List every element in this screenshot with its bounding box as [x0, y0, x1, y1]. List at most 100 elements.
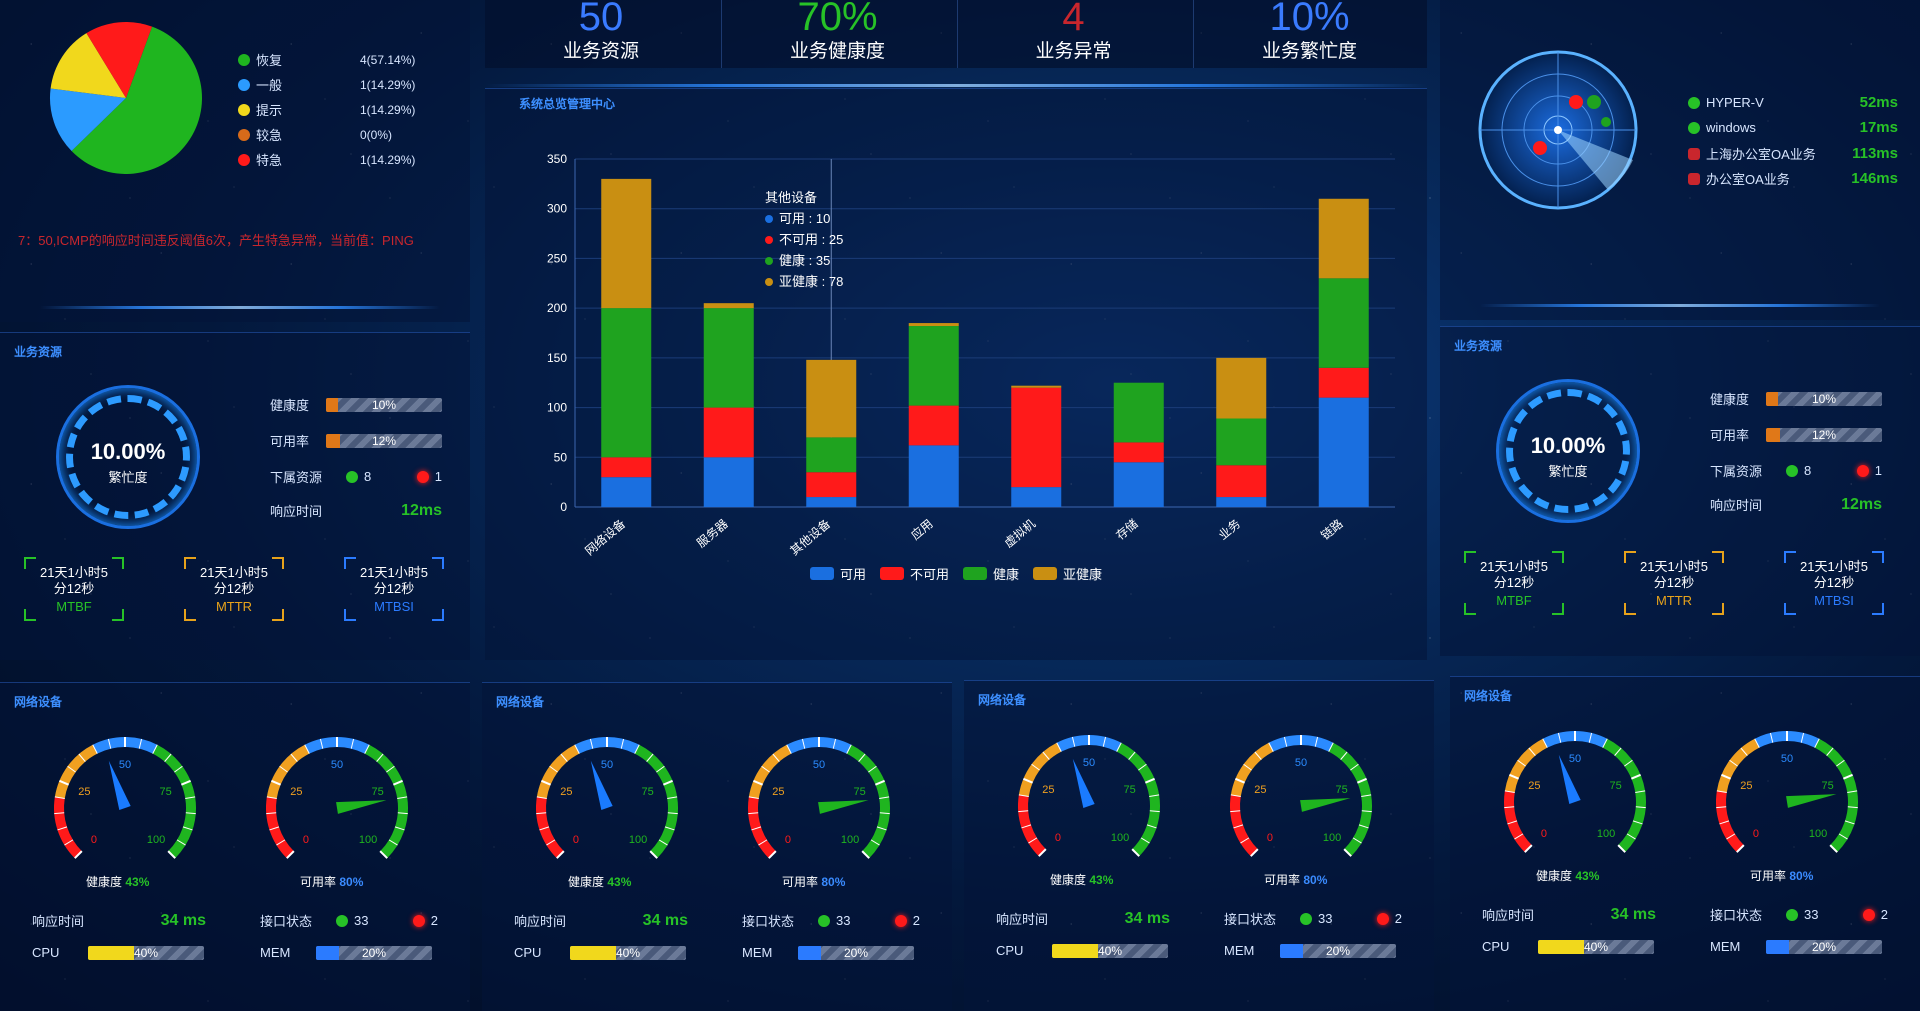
bar-segment[interactable]	[1113, 442, 1164, 463]
radar-point[interactable]	[1587, 95, 1601, 109]
bar-segment[interactable]	[1216, 357, 1267, 419]
radar-point[interactable]	[1569, 95, 1583, 109]
progress-bar: 12%	[1766, 427, 1882, 442]
metric-mttr[interactable]: 21天1小时5分12秒 MTTR	[184, 557, 284, 621]
bar-segment[interactable]	[1216, 465, 1267, 498]
bar-segment[interactable]	[908, 405, 959, 446]
bar-segment[interactable]	[1318, 367, 1369, 398]
kpi-busy[interactable]: 10% 业务繁忙度	[1193, 0, 1425, 68]
health-gauge[interactable]: 0 25 50 75 100	[1014, 731, 1164, 881]
bar-segment[interactable]	[601, 178, 652, 309]
port-status-row[interactable]: 接口状态 33 2	[1224, 909, 1402, 928]
bar-segment[interactable]	[908, 445, 959, 507]
bar-segment[interactable]	[1318, 278, 1369, 368]
pie-slice[interactable]	[50, 33, 126, 98]
alarm-legend-item[interactable]: 特急 1(14.29%)	[238, 150, 438, 169]
bar-segment[interactable]	[908, 323, 959, 327]
bar-segment[interactable]	[1113, 462, 1164, 507]
bar-segment[interactable]	[1011, 385, 1062, 388]
radar-item[interactable]: 上海办公室OA业务 113ms	[1688, 144, 1898, 163]
kpi-health[interactable]: 70% 业务健康度	[721, 0, 953, 68]
availability-gauge[interactable]: 0 25 50 75 100	[1712, 727, 1862, 877]
radar-item[interactable]: HYPER-V 52ms	[1688, 94, 1898, 111]
bar-segment[interactable]	[1318, 397, 1369, 507]
response-value: 34 ms	[1124, 909, 1170, 927]
pie-slice[interactable]	[71, 26, 203, 175]
legend-dot	[238, 78, 250, 91]
chart-legend-item[interactable]: 健康	[963, 564, 1019, 583]
bar-segment[interactable]	[703, 308, 754, 408]
port-status-row[interactable]: 接口状态 33 2	[260, 911, 438, 930]
port-status-label: 接口状态	[260, 914, 313, 929]
port-status-row[interactable]: 接口状态 33 2	[742, 911, 920, 930]
bar-segment[interactable]	[703, 303, 754, 309]
sub-resource-row[interactable]: 下属资源 8 1	[270, 467, 442, 486]
status-dot	[1688, 147, 1700, 160]
port-ok-count: 33	[1804, 907, 1819, 922]
metric-mttr[interactable]: 21天1小时5分12秒 MTTR	[1624, 551, 1724, 615]
bar-segment[interactable]	[1216, 418, 1267, 466]
bar-segment[interactable]	[1216, 497, 1267, 507]
availability-gauge[interactable]: 0 25 50 75 100	[262, 733, 412, 883]
availability-gauge[interactable]: 0 25 50 75 100	[1226, 731, 1376, 881]
corner-mark	[24, 557, 36, 569]
gauge-band	[1716, 790, 1744, 853]
metric-mtbsi[interactable]: 21天1小时5分12秒 MTBSI	[1784, 551, 1884, 615]
bar-segment[interactable]	[908, 326, 959, 406]
gauge-tick-label: 75	[642, 786, 654, 798]
alarm-legend-item[interactable]: 提示 1(14.29%)	[238, 100, 438, 119]
sub-resource-label: 下属资源	[1710, 464, 1763, 479]
health-gauge[interactable]: 0 25 50 75 100	[50, 733, 200, 883]
bar-segment[interactable]	[1113, 382, 1164, 443]
chart-legend-item[interactable]: 可用	[809, 564, 866, 583]
metric-mtbsi[interactable]: 21天1小时5分12秒 MTBSI	[344, 557, 444, 621]
bar-segment[interactable]	[601, 457, 652, 478]
health-gauge[interactable]: 0 25 50 75 100	[532, 733, 682, 883]
availability-gauge[interactable]: 0 25 50 75 100	[744, 733, 894, 883]
health-gauge[interactable]: 0 25 50 75 100	[1500, 727, 1650, 877]
metric-mtbf[interactable]: 21天1小时5分12秒 MTBF	[1464, 551, 1564, 615]
bar-segment[interactable]	[806, 472, 857, 498]
pie-slice[interactable]	[86, 22, 153, 98]
bar-segment[interactable]	[601, 308, 652, 458]
alarm-legend-item[interactable]: 恢复 4(57.14%)	[238, 50, 438, 69]
radar-item[interactable]: windows 17ms	[1688, 119, 1898, 136]
gauge-tick-label: 0	[91, 834, 97, 846]
mem-label: MEM	[742, 945, 773, 960]
radar-item[interactable]: 办公室OA业务 146ms	[1688, 169, 1898, 188]
kpi-anomaly[interactable]: 4 业务异常	[957, 0, 1189, 68]
cpu-row: CPU 40%	[32, 945, 204, 960]
alarm-pie-chart[interactable]	[48, 20, 204, 176]
metric-duration: 21天1小时5分12秒	[360, 565, 428, 596]
alarm-legend-item[interactable]: 较急 0(0%)	[238, 125, 438, 144]
response-label: 响应时间	[514, 914, 567, 929]
bar-segment[interactable]	[1318, 198, 1369, 279]
metric-tag: MTBF	[56, 599, 92, 614]
x-tick-label: 服务器	[693, 516, 730, 551]
bar-segment[interactable]	[601, 477, 652, 507]
chart-legend-item[interactable]: 不可用	[879, 564, 949, 583]
corner-mark	[24, 609, 36, 621]
sub-resource-row[interactable]: 下属资源 8 1	[1710, 461, 1882, 480]
bar-segment[interactable]	[806, 497, 857, 507]
bar-segment[interactable]	[703, 407, 754, 458]
port-status-row[interactable]: 接口状态 33 2	[1710, 905, 1888, 924]
alarm-legend-item[interactable]: 一般 1(14.29%)	[238, 75, 438, 94]
pie-slice[interactable]	[50, 88, 126, 152]
metric-mtbf[interactable]: 21天1小时5分12秒 MTBF	[24, 557, 124, 621]
bar-segment[interactable]	[703, 457, 754, 507]
bar-segment[interactable]	[1011, 387, 1062, 488]
bar-segment[interactable]	[1011, 487, 1062, 507]
bar-segment[interactable]	[806, 359, 857, 438]
chart-legend-item[interactable]: 亚健康	[1033, 564, 1102, 583]
gauge-tick-label: 50	[119, 759, 131, 771]
device-status-bar-chart[interactable]: 050100150200250300350网络设备 服务器 其他设备 应用 虚拟机 存储业…	[525, 139, 1405, 589]
availability-gauge-caption: 可用率 80%	[1264, 873, 1328, 887]
radar-point[interactable]	[1533, 141, 1547, 155]
kpi-resources[interactable]: 50 业务资源	[485, 0, 717, 68]
radar-point[interactable]	[1601, 117, 1611, 127]
response-label: 响应时间	[1482, 908, 1535, 923]
gauge-band	[54, 796, 82, 859]
bar-segment[interactable]	[806, 437, 857, 473]
sub-resource-label: 下属资源	[270, 470, 323, 485]
